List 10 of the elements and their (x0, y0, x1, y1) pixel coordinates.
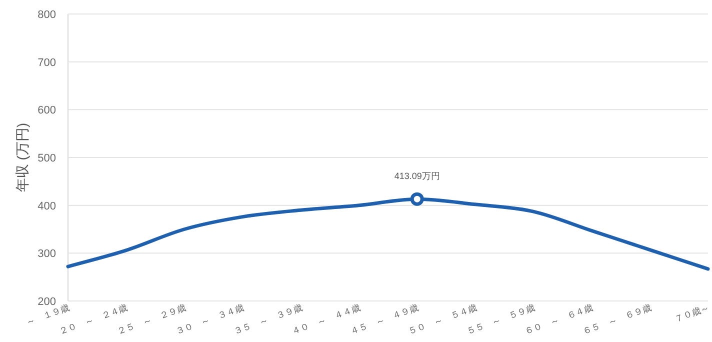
y-tick-label: 800 (38, 9, 56, 21)
y-tick-label: 500 (38, 152, 56, 164)
annotation: 413.09万円 (394, 171, 440, 182)
y-tick-label: 200 (38, 296, 56, 308)
x-tick-label: ７０歳～ (673, 302, 711, 324)
y-tick-label: 400 (38, 200, 56, 212)
y-tick-label: 600 (38, 104, 56, 117)
y-tick-label: 700 (38, 56, 56, 69)
y-axis-title: 年収 (万円) (14, 122, 30, 192)
y-tick-label: 300 (38, 248, 56, 260)
